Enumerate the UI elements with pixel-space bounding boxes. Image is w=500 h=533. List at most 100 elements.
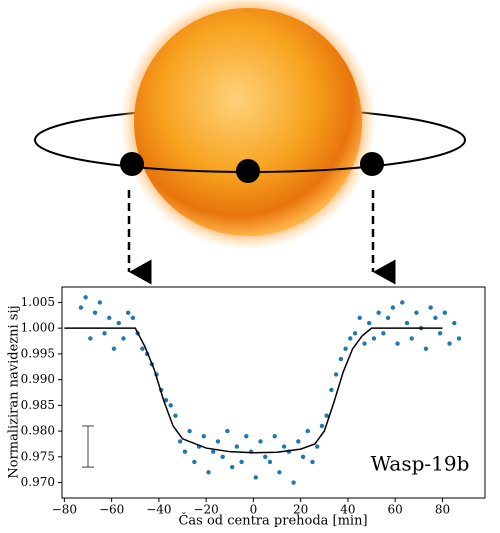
data-point <box>116 320 121 326</box>
data-point <box>390 305 396 310</box>
data-point <box>163 398 169 403</box>
data-point <box>404 320 410 326</box>
data-point <box>244 434 249 439</box>
data-point <box>409 336 414 341</box>
data-point <box>329 387 334 393</box>
data-point <box>272 434 277 439</box>
data-point <box>305 428 310 434</box>
data-point <box>452 320 457 326</box>
data-point <box>78 305 84 310</box>
x-tick-label: −80 <box>52 503 77 517</box>
data-point <box>140 346 145 351</box>
data-point <box>348 336 353 341</box>
data-point <box>173 413 178 418</box>
data-point <box>400 300 405 305</box>
y-tick-label: 0.975 <box>21 449 55 463</box>
planet <box>120 152 144 176</box>
data-point <box>121 336 126 341</box>
data-point <box>333 372 339 377</box>
data-point <box>225 428 230 434</box>
data-point <box>211 449 216 454</box>
data-point <box>215 439 221 444</box>
data-point <box>182 449 188 454</box>
data-point <box>343 346 348 351</box>
data-point <box>102 331 107 336</box>
data-point <box>428 305 433 310</box>
data-point <box>258 439 263 444</box>
data-point <box>177 439 183 444</box>
data-point <box>168 403 173 408</box>
x-tick-label: 0 <box>250 503 258 517</box>
data-point <box>83 295 88 300</box>
data-point <box>220 454 225 460</box>
sun <box>134 8 362 236</box>
x-tick-label: 20 <box>293 503 308 517</box>
data-point <box>381 331 386 336</box>
data-point <box>187 428 192 434</box>
error-bar <box>81 425 94 468</box>
data-point <box>206 470 211 475</box>
data-point <box>192 459 197 465</box>
data-point <box>267 459 273 465</box>
data-point <box>130 315 136 321</box>
y-tick-label: 0.995 <box>21 346 55 360</box>
illustration <box>34 0 466 285</box>
data-point <box>376 310 381 315</box>
data-point <box>324 413 329 418</box>
data-point <box>447 341 452 346</box>
data-point <box>352 331 358 336</box>
data-point <box>433 315 438 321</box>
data-point <box>296 439 301 444</box>
data-point <box>111 346 117 351</box>
data-point <box>291 480 296 485</box>
y-tick-label: 0.990 <box>21 372 55 386</box>
y-tick-label: 0.980 <box>21 424 55 438</box>
data-point <box>97 300 103 305</box>
data-point <box>357 315 362 321</box>
x-axis-label: Čas od centra prehoda [min] <box>178 512 367 529</box>
data-point <box>201 434 206 439</box>
y-tick-label: 1.005 <box>21 295 55 309</box>
x-tick-label: −20 <box>193 503 218 517</box>
data-point <box>253 475 258 480</box>
data-point <box>281 444 287 449</box>
x-tick-label: −40 <box>146 503 171 517</box>
data-point <box>414 310 419 315</box>
data-point <box>385 315 391 321</box>
x-tick-label: 60 <box>388 503 403 517</box>
x-tick-label: −60 <box>99 503 124 517</box>
data-point <box>315 444 320 449</box>
data-point <box>107 315 112 321</box>
data-point <box>442 310 448 315</box>
data-point <box>310 459 315 465</box>
data-point <box>437 331 443 336</box>
data-point <box>92 310 98 315</box>
y-tick-label: 1.000 <box>21 321 55 335</box>
data-point <box>367 320 372 326</box>
data-point <box>319 423 325 429</box>
y-tick-label: 0.985 <box>21 398 55 412</box>
y-axis-label: Normaliziran navidezni sij <box>7 305 22 478</box>
annotation: Wasp-19b <box>371 452 470 476</box>
x-tick-label: 40 <box>340 503 355 517</box>
data-point <box>395 341 400 346</box>
data-point <box>234 444 240 449</box>
data-point <box>362 341 367 346</box>
x-tick-label: 80 <box>435 503 450 517</box>
plot-frame <box>61 286 486 499</box>
model-line <box>64 327 443 454</box>
data-point <box>277 470 282 475</box>
planet <box>236 159 260 183</box>
data-point <box>300 454 306 460</box>
data-point <box>338 356 344 362</box>
y-tick-label: 0.970 <box>21 475 55 489</box>
data-point <box>456 336 462 341</box>
data-point <box>88 336 93 341</box>
data-point <box>263 454 268 460</box>
data-point <box>371 336 377 341</box>
data-point <box>239 459 244 465</box>
data-point <box>423 346 429 351</box>
planet <box>360 152 384 176</box>
data-point <box>125 310 131 315</box>
